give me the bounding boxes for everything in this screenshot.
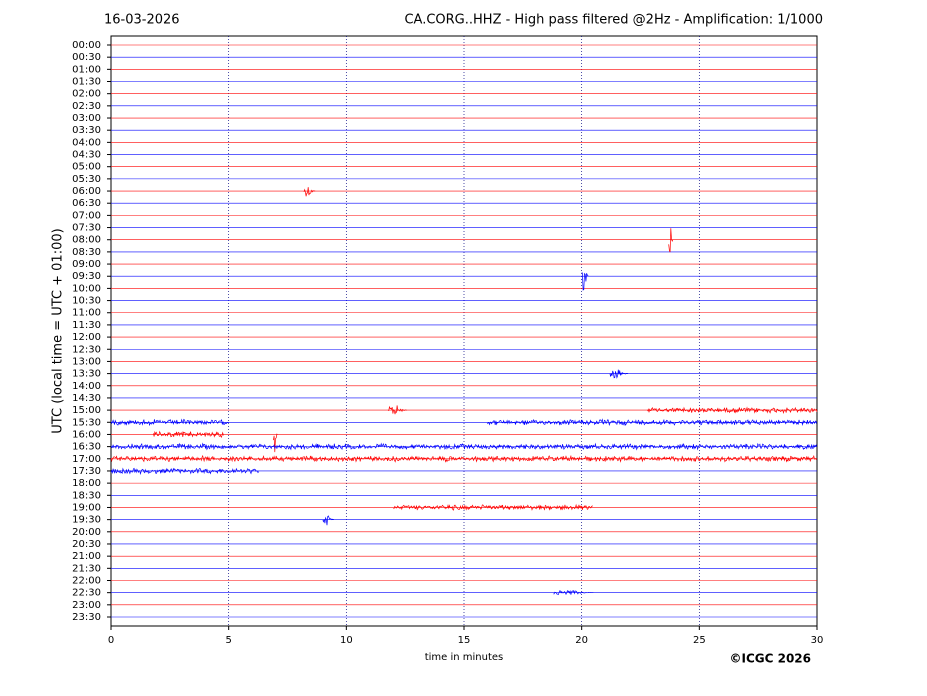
y-tick-label: 11:30 [72,320,101,331]
x-axis-label: time in minutes [425,652,504,663]
seismic-event [647,406,818,415]
seismic-event [110,442,817,451]
y-tick-label: 10:00 [72,283,101,294]
y-tick-label: 22:30 [72,588,101,599]
seismic-event [110,454,817,463]
y-tick-label: 05:30 [72,174,101,185]
y-tick-label: 19:30 [72,515,101,526]
y-tick-label: 06:00 [72,186,101,197]
chart-title: CA.CORG..HHZ - High pass filtered @2Hz -… [404,13,823,28]
y-tick-label: 21:00 [72,551,101,562]
y-tick-label: 18:00 [72,478,101,489]
x-tick-label: 10 [340,635,353,646]
y-tick-label: 07:30 [72,223,101,234]
seismic-event [322,515,335,526]
y-tick-label: 16:00 [72,429,101,440]
y-tick-label: 00:30 [72,52,101,63]
seismic-event [303,187,316,197]
y-tick-label: 18:30 [72,490,101,501]
copyright: ©ICGC 2026 [729,652,811,666]
x-tick-label: 0 [108,635,114,646]
seismic-event [110,467,259,475]
y-tick-label: 02:00 [72,89,101,100]
y-tick-label: 23:00 [72,600,101,611]
y-tick-label: 13:00 [72,356,101,367]
y-tick-label: 19:00 [72,502,101,513]
y-tick-label: 09:00 [72,259,101,270]
y-tick-label: 13:30 [72,369,101,380]
chart-date: 16-03-2026 [104,13,180,28]
y-tick-label: 03:30 [72,125,101,136]
y-tick-label: 08:00 [72,235,101,246]
x-tick-label: 15 [458,635,471,646]
y-tick-label: 14:30 [72,393,101,404]
x-tick-label: 20 [575,635,588,646]
seismic-event [581,272,589,291]
y-tick-label: 00:00 [72,40,101,51]
y-tick-label: 07:00 [72,210,101,221]
y-tick-label: 09:30 [72,271,101,282]
x-tick-label: 30 [811,635,824,646]
y-tick-label: 01:00 [72,64,101,75]
y-tick-label: 06:30 [72,198,101,209]
seismic-event [388,405,407,415]
y-tick-label: 17:30 [72,466,101,477]
y-tick-label: 04:00 [72,137,101,148]
y-tick-label: 10:30 [72,296,101,307]
y-tick-label: 14:00 [72,381,101,392]
y-tick-label: 12:00 [72,332,101,343]
y-tick-label: 20:30 [72,539,101,550]
y-tick-label: 15:00 [72,405,101,416]
y-tick-label: 21:30 [72,563,101,574]
y-tick-label: 01:30 [72,77,101,88]
seismic-event [110,418,229,427]
y-tick-label: 08:30 [72,247,101,258]
y-tick-label: 02:30 [72,101,101,112]
seismic-event [153,430,224,439]
y-tick-label: 03:00 [72,113,101,124]
seismic-event [553,589,594,596]
y-tick-label: 12:30 [72,344,101,355]
x-tick-label: 5 [225,635,231,646]
seismic-event [668,228,674,253]
x-tick-label: 25 [693,635,706,646]
y-tick-label: 05:00 [72,162,101,173]
seismic-event [609,369,629,379]
y-axis-label: UTC (local time = UTC + 01:00) [51,228,66,433]
seismic-event [393,503,594,511]
y-tick-label: 15:30 [72,417,101,428]
y-tick-label: 22:00 [72,575,101,586]
y-tick-label: 04:30 [72,150,101,161]
y-tick-label: 17:00 [72,454,101,465]
y-tick-label: 11:00 [72,308,101,319]
y-tick-label: 23:30 [72,612,101,623]
y-tick-label: 20:00 [72,527,101,538]
y-tick-label: 16:30 [72,442,101,453]
seismic-event [487,418,817,427]
seismic-event [273,433,278,453]
